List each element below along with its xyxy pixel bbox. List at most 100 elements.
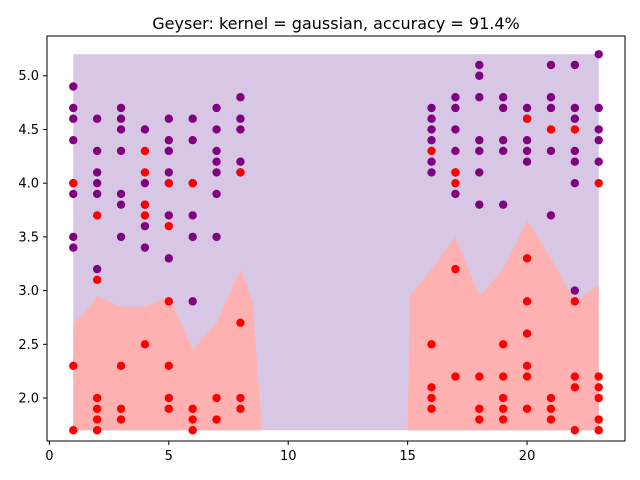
data-point-class-b <box>116 415 126 424</box>
data-point-class-b <box>522 361 532 371</box>
data-point-class-b <box>164 393 174 403</box>
data-point-class-a <box>116 232 126 242</box>
data-point-class-a <box>212 168 221 177</box>
data-point-class-a <box>164 136 174 145</box>
data-point-class-a <box>116 114 126 123</box>
data-point-class-b <box>522 404 532 413</box>
data-point-class-b <box>498 415 508 424</box>
data-point-class-b <box>92 404 102 413</box>
data-point-class-a <box>212 157 221 166</box>
region-class-b <box>73 220 599 431</box>
data-point-class-b <box>498 340 508 349</box>
data-point-class-b <box>522 372 532 381</box>
data-point-class-b <box>236 318 245 328</box>
data-point-class-a <box>140 221 150 231</box>
data-point-class-b <box>116 361 126 371</box>
data-point-class-a <box>92 178 102 188</box>
data-point-class-b <box>69 178 78 188</box>
data-point-class-b <box>236 168 245 177</box>
data-point-class-a <box>522 136 532 145</box>
x-tick-label: 20 <box>519 449 536 464</box>
data-point-class-b <box>570 372 580 381</box>
data-point-class-b <box>164 178 174 188</box>
data-point-class-b <box>140 168 150 177</box>
y-tick-label: 2.0 <box>18 392 39 407</box>
data-point-class-a <box>236 93 245 102</box>
data-point-class-a <box>164 211 174 220</box>
data-point-class-b <box>522 329 532 338</box>
data-point-class-a <box>451 93 460 102</box>
data-point-class-a <box>427 136 436 145</box>
data-point-class-b <box>92 393 102 403</box>
data-point-class-a <box>116 189 126 199</box>
x-axis: 0 5 10 15 20 <box>45 441 535 464</box>
data-point-class-b <box>188 415 197 424</box>
data-point-class-b <box>140 340 150 349</box>
data-point-class-b <box>92 426 102 435</box>
data-point-class-a <box>570 178 580 188</box>
x-tick-label: 10 <box>280 449 297 464</box>
data-point-class-b <box>188 426 197 435</box>
data-point-class-a <box>451 103 460 113</box>
data-point-class-b <box>92 275 102 285</box>
data-point-class-a <box>236 114 245 123</box>
data-point-class-a <box>498 103 508 113</box>
data-point-class-a <box>212 125 221 134</box>
data-point-class-a <box>498 200 508 209</box>
data-point-class-a <box>188 211 197 220</box>
chart-title: Geyser: kernel = gaussian, accuracy = 91… <box>152 14 519 33</box>
data-point-class-b <box>427 393 436 403</box>
data-point-class-a <box>475 60 484 70</box>
data-point-class-b <box>164 297 174 306</box>
data-point-class-b <box>546 393 556 403</box>
data-point-class-a <box>570 286 580 295</box>
data-point-class-b <box>594 415 603 424</box>
data-point-class-b <box>427 340 436 349</box>
data-point-class-b <box>164 361 174 371</box>
data-point-class-a <box>475 93 484 102</box>
data-point-class-b <box>427 146 436 156</box>
data-point-class-b <box>451 168 460 177</box>
data-point-class-b <box>212 415 221 424</box>
data-point-class-a <box>69 136 78 145</box>
data-point-class-b <box>594 393 603 403</box>
data-point-class-b <box>116 404 126 413</box>
data-point-class-b <box>475 404 484 413</box>
data-point-class-b <box>475 372 484 381</box>
data-point-class-a <box>451 189 460 199</box>
data-point-class-a <box>164 168 174 177</box>
data-point-class-a <box>427 125 436 134</box>
data-point-class-b <box>164 404 174 413</box>
plot-frame <box>46 35 626 442</box>
data-point-class-a <box>92 114 102 123</box>
data-point-class-a <box>594 125 603 134</box>
data-point-class-a <box>451 125 460 134</box>
data-point-class-a <box>164 146 174 156</box>
data-point-class-b <box>594 178 603 188</box>
data-point-class-b <box>522 297 532 306</box>
data-point-class-a <box>594 157 603 166</box>
data-point-class-a <box>594 50 603 59</box>
y-tick-label: 2.5 <box>18 338 39 353</box>
data-point-class-b <box>522 114 532 123</box>
data-point-class-a <box>427 157 436 166</box>
data-point-class-a <box>594 103 603 113</box>
data-point-class-b <box>451 178 460 188</box>
data-point-class-b <box>236 404 245 413</box>
x-tick-label: 15 <box>399 449 416 464</box>
data-point-class-a <box>475 168 484 177</box>
data-point-class-b <box>451 264 460 274</box>
y-tick-label: 4.5 <box>18 123 39 138</box>
x-tick-label: 5 <box>165 449 173 464</box>
x-tick-label: 0 <box>45 449 53 464</box>
data-point-class-a <box>546 93 556 102</box>
data-point-class-b <box>546 125 556 134</box>
data-point-class-b <box>594 426 603 435</box>
data-point-class-b <box>594 372 603 381</box>
data-point-class-b <box>92 415 102 424</box>
data-point-class-b <box>164 221 174 231</box>
data-point-class-b <box>570 297 580 306</box>
data-point-class-a <box>69 114 78 123</box>
data-point-class-a <box>69 232 78 242</box>
